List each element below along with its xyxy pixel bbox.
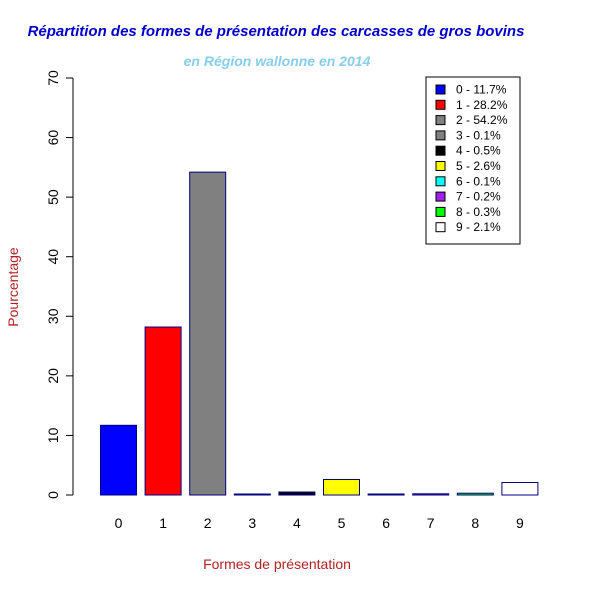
- legend: 0 - 11.7%1 - 28.2%2 - 54.2%3 - 0.1% 4 - 0…: [425, 76, 521, 245]
- legend-entry: 5 - 2.6%: [456, 159, 501, 173]
- x-tick-label: 4: [293, 515, 301, 531]
- bars: [100, 171, 539, 496]
- legend-swatch: [435, 130, 446, 141]
- y-axis: 0 10 20 30 40 50 60 70: [45, 70, 74, 499]
- legend-swatch: [435, 206, 446, 217]
- y-tick-label: 50: [45, 189, 61, 205]
- bar-8: [456, 492, 494, 496]
- legend-swatch: [435, 161, 446, 171]
- y-tick-label: 0: [45, 491, 61, 499]
- x-tick-label: 1: [159, 515, 167, 531]
- x-tick-label: 2: [204, 515, 212, 531]
- legend-entry: 4 - 0.5%: [456, 144, 501, 158]
- y-tick-label: 40: [45, 249, 61, 265]
- x-tick-label: 6: [382, 515, 390, 531]
- chart-subtitle: en Région wallonne en 2014: [184, 53, 371, 69]
- x-tick-label: 5: [338, 515, 346, 531]
- y-tick-label: 10: [45, 427, 61, 443]
- bar-9: [501, 481, 539, 496]
- legend-swatch: [435, 176, 446, 187]
- bar-3: [233, 493, 271, 496]
- legend-entry: 8 - 0.3%: [456, 205, 501, 219]
- x-tick-label: 0: [115, 515, 123, 531]
- y-tick-label: 30: [45, 308, 61, 324]
- bar-2: [189, 171, 227, 496]
- legend-swatch: [435, 191, 446, 202]
- bar-6: [367, 493, 405, 496]
- y-tick-label: 70: [45, 70, 61, 86]
- legend-entry: 1 - 28.2%: [456, 98, 508, 112]
- x-tick-label: 3: [248, 515, 256, 531]
- chart-title: Répartition des formes de présentation d…: [28, 23, 525, 40]
- legend-entry: 9 - 2.1%: [456, 220, 501, 234]
- y-axis-label: Pourcentage: [5, 247, 21, 327]
- legend-swatch: [435, 222, 446, 233]
- bar-1: [144, 326, 182, 496]
- bar-7: [412, 493, 450, 496]
- bar-4: [278, 491, 316, 496]
- legend-entry: 7 - 0.2%: [456, 190, 501, 204]
- legend-swatch: [435, 99, 446, 110]
- x-tick-label: 7: [427, 515, 435, 531]
- legend-entry: 6 - 0.1%: [456, 174, 501, 188]
- legend-entry: 2 - 54.2%: [456, 113, 508, 127]
- x-axis-label: Formes de présentation: [203, 556, 351, 572]
- legend-entry: 0 - 11.7%: [456, 83, 507, 97]
- bar-5: [323, 479, 360, 496]
- bar-0: [100, 424, 137, 496]
- legend-swatch: [435, 115, 446, 126]
- legend-swatch: [435, 145, 446, 156]
- legend-entry: 3 - 0.1%: [456, 128, 501, 142]
- y-tick-label: 60: [45, 130, 61, 146]
- legend-swatch: [435, 84, 446, 95]
- x-tick-label: 8: [471, 515, 479, 531]
- x-tick-labels: 0 1 2 3 4 5 6 7 8 9: [115, 515, 524, 531]
- y-tick-label: 20: [45, 368, 61, 384]
- x-tick-label: 9: [516, 515, 524, 531]
